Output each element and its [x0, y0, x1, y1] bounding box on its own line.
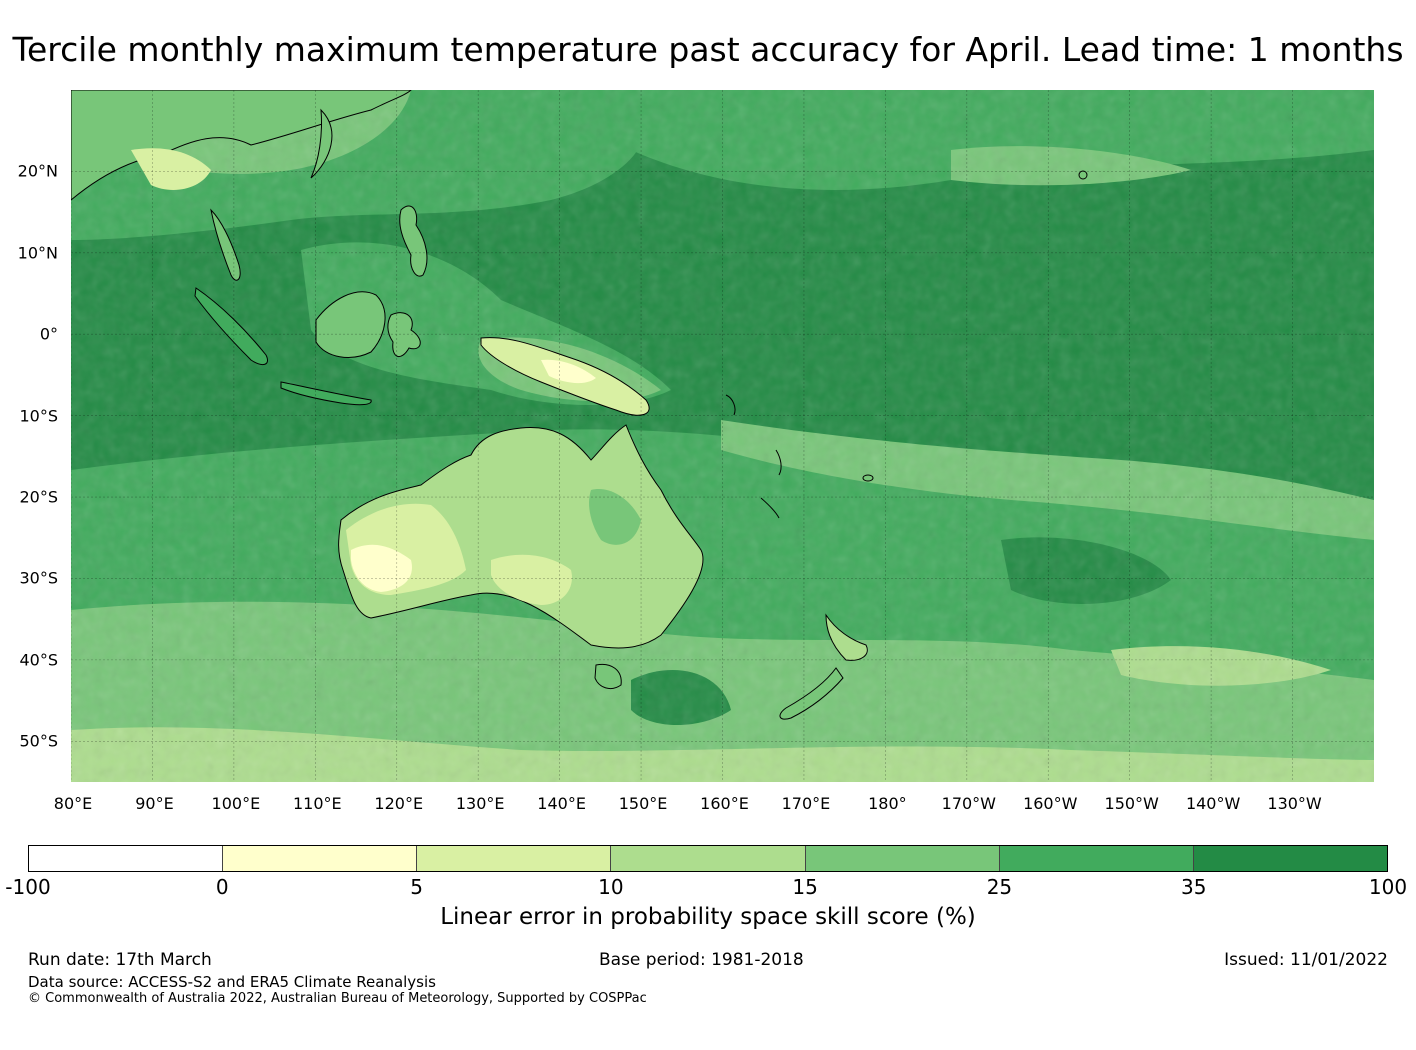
- longitude-label: 90°E: [135, 794, 174, 813]
- nz-south-island: [779, 667, 844, 720]
- copyright: © Commonwealth of Australia 2022, Austra…: [28, 991, 647, 1006]
- longitude-label: 140°E: [537, 794, 586, 813]
- colorbar-segment: [223, 846, 418, 871]
- longitude-label: 160°E: [700, 794, 749, 813]
- longitude-label: 170°E: [781, 794, 831, 813]
- issued-date: Issued: 11/01/2022: [1224, 950, 1388, 970]
- map-title: Tercile monthly maximum temperature past…: [12, 30, 1404, 69]
- data-source: Data source: ACCESS-S2 and ERA5 Climate …: [28, 973, 436, 991]
- sulawesi-landmass: [387, 312, 421, 357]
- colorbar-tick-label: 5: [410, 875, 423, 899]
- longitude-label: 130°W: [1267, 794, 1322, 813]
- sumatra-landmass: [194, 287, 268, 366]
- colorbar: [28, 845, 1388, 872]
- colorbar-segment: [805, 846, 1000, 871]
- longitude-label: 150°W: [1104, 794, 1159, 813]
- malay-peninsula-landmass: [210, 208, 241, 281]
- latitude-label: 50°S: [19, 731, 58, 751]
- skill-score-map: [71, 90, 1374, 782]
- colorbar-tick-label: 0: [215, 875, 229, 899]
- latitude-label: 30°S: [19, 568, 58, 588]
- australia-landmass: [338, 424, 704, 689]
- map-canvas: [71, 90, 1374, 782]
- colorbar-tick-label: 15: [792, 875, 818, 899]
- base-period: Base period: 1981-2018: [599, 950, 804, 970]
- longitude-label: 180°: [868, 794, 907, 813]
- longitude-label: 110°E: [292, 794, 342, 813]
- latitude-label: 0°: [39, 324, 58, 344]
- borneo-landmass: [315, 291, 386, 358]
- colorbar-segment: [999, 846, 1194, 871]
- latitude-label: 40°S: [19, 650, 58, 670]
- colorbar-segment: [611, 846, 806, 871]
- colorbar-tick-label: 10: [598, 875, 624, 899]
- longitude-label: 150°E: [618, 794, 668, 813]
- colorbar-label: Linear error in probability space skill …: [440, 904, 976, 930]
- java-landmass: [280, 381, 372, 406]
- colorbar-tick-label: 35: [1180, 875, 1207, 899]
- run-date: Run date: 17th March: [28, 950, 212, 970]
- graticule: [71, 90, 1374, 782]
- longitude-label: 80°E: [53, 794, 93, 813]
- longitude-label: 120°E: [374, 794, 424, 813]
- colorbar-tick-label: 100: [1368, 875, 1408, 899]
- longitude-label: 100°E: [211, 794, 261, 813]
- nz-north-island: [825, 613, 868, 661]
- colorbar-segment: [1193, 846, 1387, 871]
- longitude-label: 160°W: [1023, 794, 1078, 813]
- latitude-label: 20°S: [19, 487, 58, 507]
- colorbar-segment: [29, 846, 224, 871]
- longitude-label: 130°E: [455, 794, 505, 813]
- colorbar-tick-label: -100: [5, 875, 51, 899]
- colorbar-tick-label: 25: [986, 875, 1013, 899]
- latitude-label: 20°N: [17, 161, 58, 181]
- longitude-label: 140°W: [1185, 794, 1241, 813]
- philippines-landmass: [399, 205, 428, 277]
- latitude-label: 10°S: [19, 406, 58, 426]
- longitude-label: 170°W: [941, 794, 996, 813]
- latitude-label: 10°N: [17, 243, 58, 263]
- colorbar-segment: [417, 846, 612, 871]
